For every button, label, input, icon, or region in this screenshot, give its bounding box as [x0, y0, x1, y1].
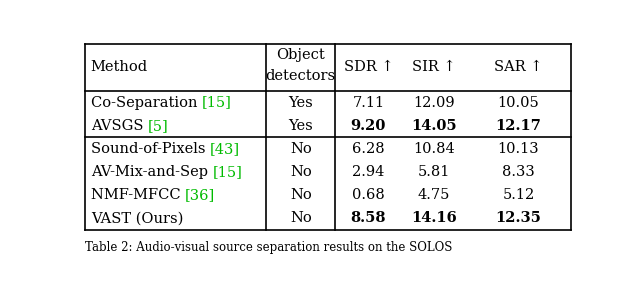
Text: 8.33: 8.33 [502, 165, 535, 179]
Text: Method: Method [90, 61, 147, 74]
Text: Sound-of-Pixels: Sound-of-Pixels [91, 142, 210, 156]
Text: [36]: [36] [185, 188, 216, 202]
Text: [43]: [43] [210, 142, 240, 156]
Text: 2.94: 2.94 [352, 165, 385, 179]
Text: 5.81: 5.81 [417, 165, 450, 179]
Text: Table 2: Audio-visual source separation results on the SOLOS: Table 2: Audio-visual source separation … [85, 241, 452, 254]
Text: No: No [290, 188, 312, 202]
Text: 14.16: 14.16 [411, 211, 456, 225]
Text: AVSGS: AVSGS [91, 119, 148, 133]
Text: 12.35: 12.35 [495, 211, 541, 225]
Text: Object: Object [276, 48, 325, 62]
Text: 12.17: 12.17 [495, 119, 541, 133]
Text: [5]: [5] [148, 119, 169, 133]
Text: 8.58: 8.58 [351, 211, 386, 225]
Text: 14.05: 14.05 [411, 119, 456, 133]
Text: No: No [290, 211, 312, 225]
Text: VAST (Ours): VAST (Ours) [91, 211, 183, 225]
Text: 10.13: 10.13 [498, 142, 540, 156]
Text: SAR ↑: SAR ↑ [494, 61, 543, 74]
Text: Yes: Yes [289, 95, 313, 109]
Text: Co-Separation: Co-Separation [91, 95, 202, 109]
Text: [15]: [15] [202, 95, 232, 109]
Text: 6.28: 6.28 [352, 142, 385, 156]
Text: SIR ↑: SIR ↑ [412, 61, 456, 74]
Text: 12.09: 12.09 [413, 95, 454, 109]
Text: 10.84: 10.84 [413, 142, 454, 156]
Text: 9.20: 9.20 [351, 119, 386, 133]
Text: No: No [290, 142, 312, 156]
Text: [15]: [15] [212, 165, 243, 179]
Text: Yes: Yes [289, 119, 313, 133]
Text: 0.68: 0.68 [352, 188, 385, 202]
Text: 5.12: 5.12 [502, 188, 534, 202]
Text: detectors: detectors [266, 69, 336, 84]
Text: SDR ↑: SDR ↑ [344, 61, 393, 74]
Text: No: No [290, 165, 312, 179]
Text: AV-Mix-and-Sep: AV-Mix-and-Sep [91, 165, 212, 179]
Text: NMF-MFCC: NMF-MFCC [91, 188, 185, 202]
Text: 4.75: 4.75 [417, 188, 450, 202]
Text: 10.05: 10.05 [497, 95, 540, 109]
Text: 7.11: 7.11 [353, 95, 385, 109]
